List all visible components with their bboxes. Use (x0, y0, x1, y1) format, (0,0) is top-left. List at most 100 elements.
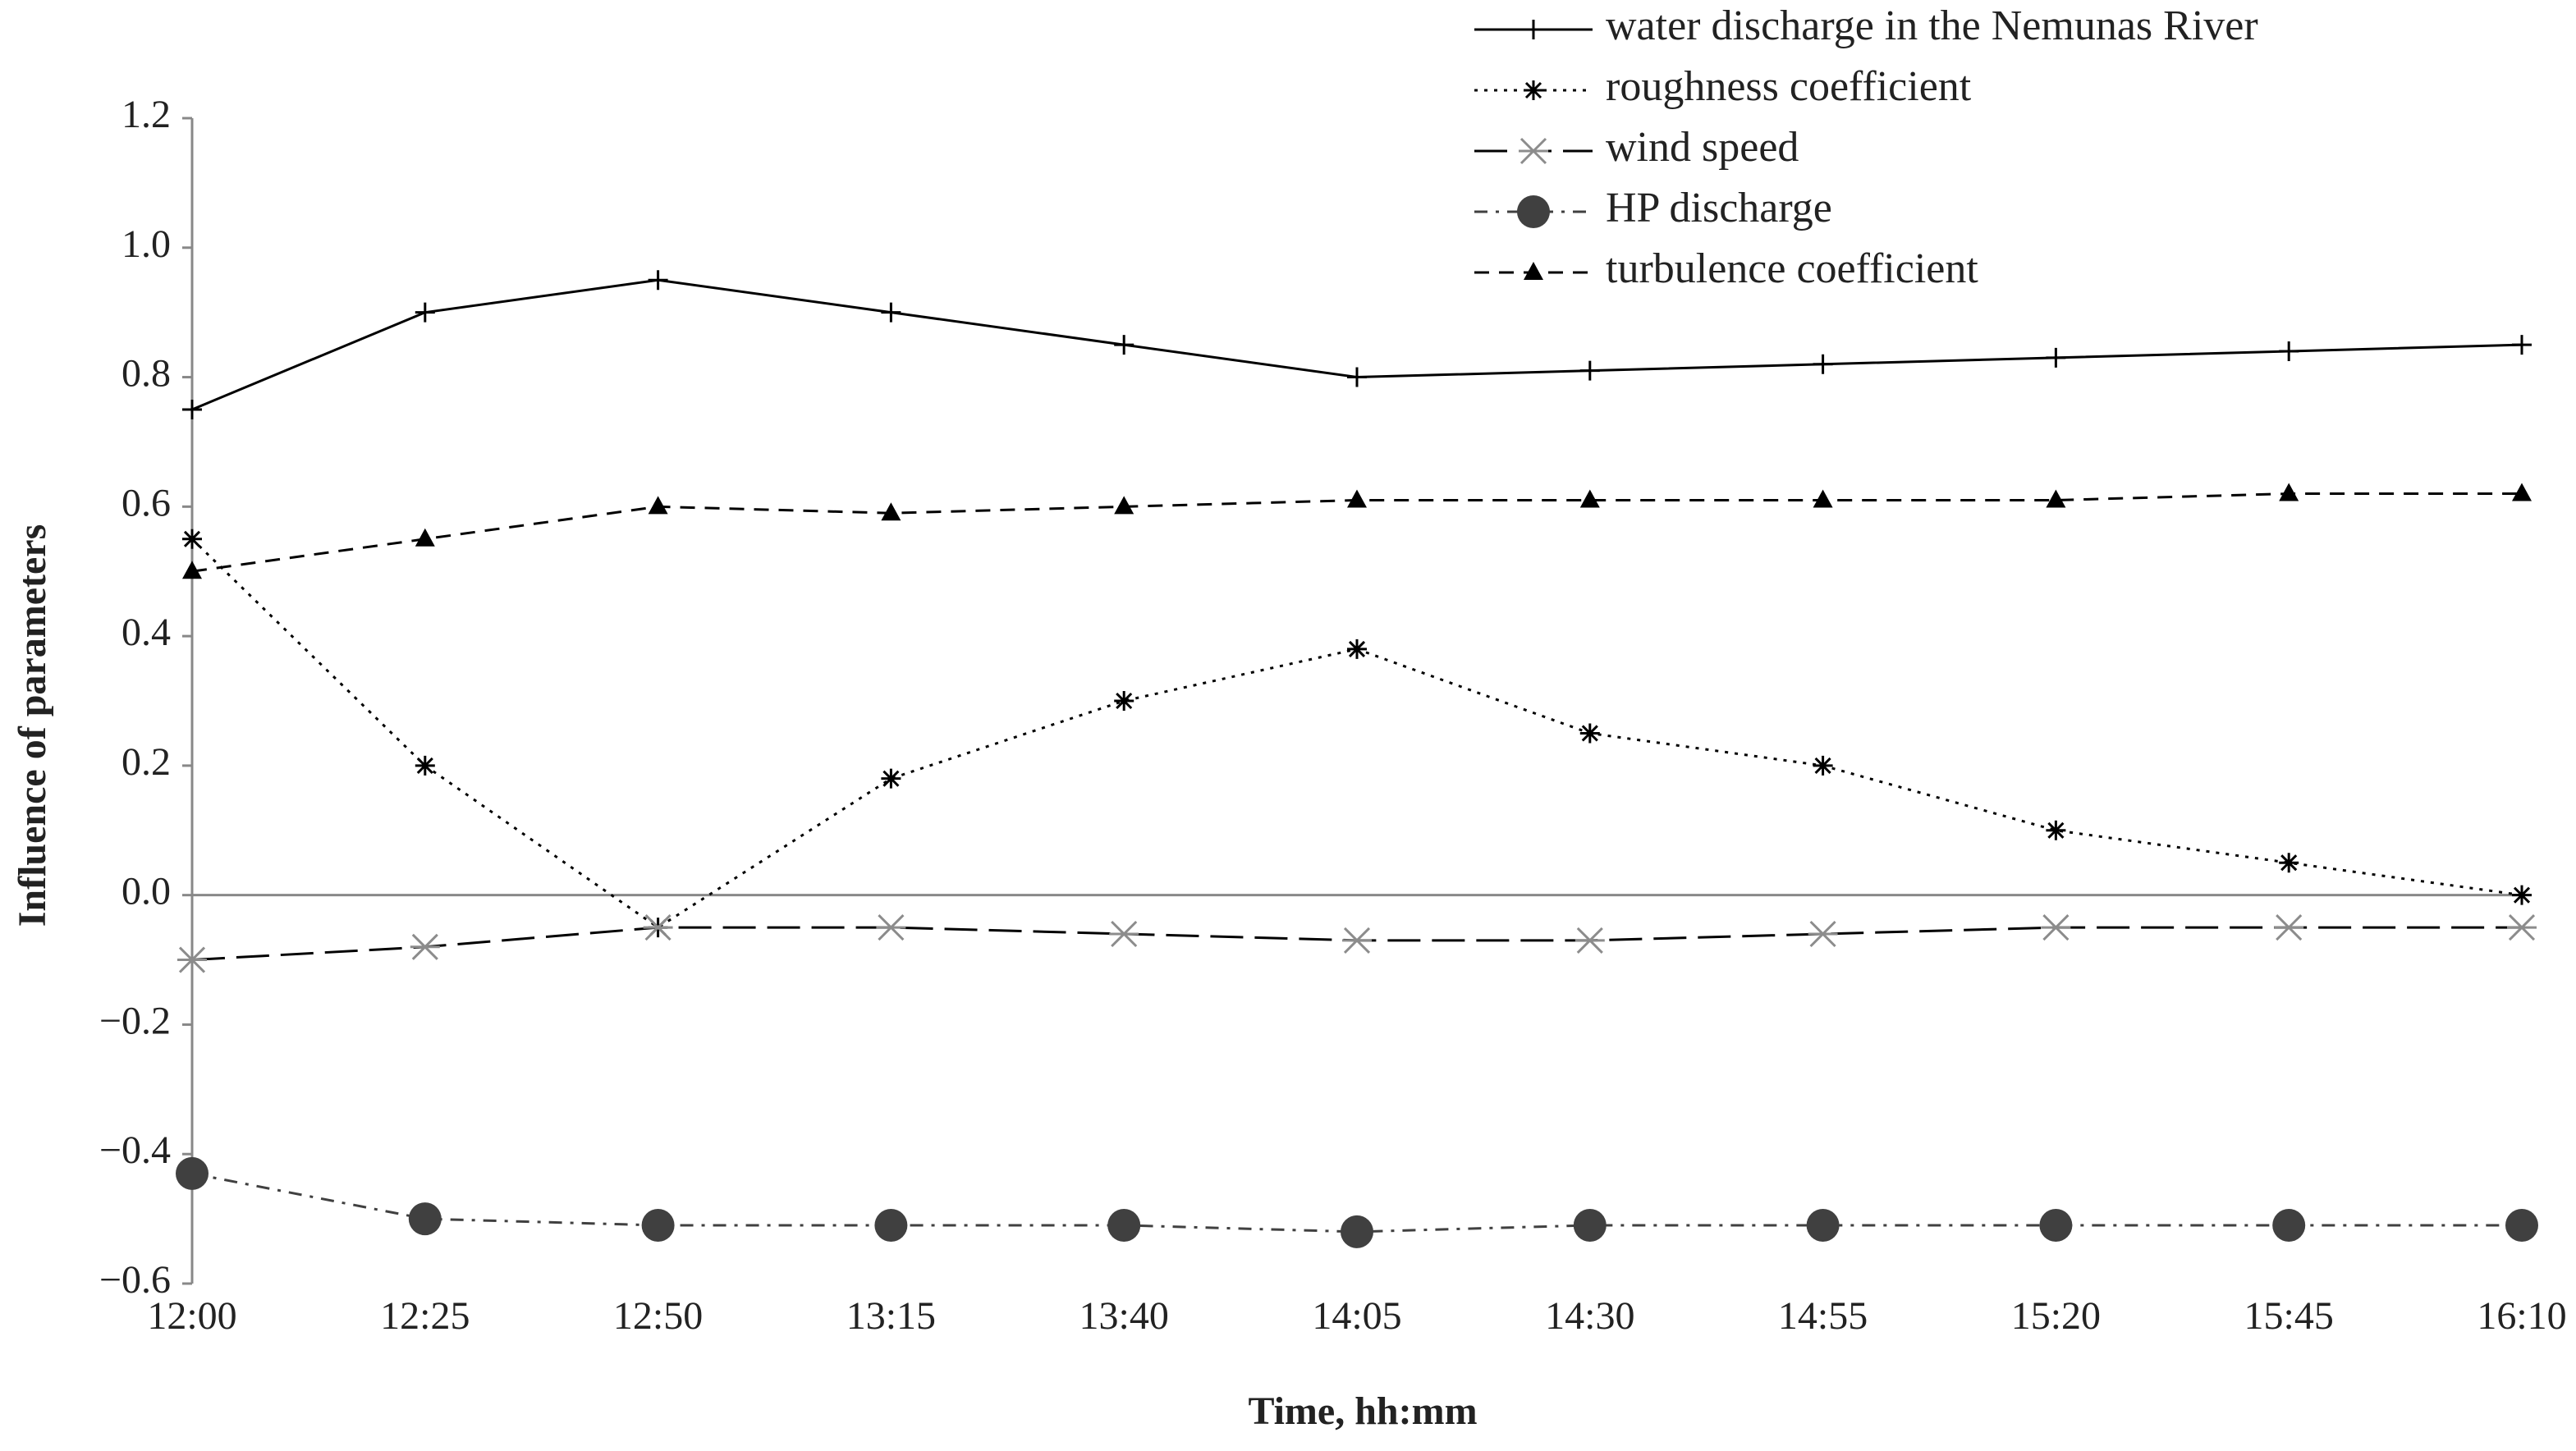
marker (2507, 914, 2537, 941)
marker (1347, 367, 1367, 387)
x-tick-label: 12:25 (380, 1294, 470, 1338)
x-tick-label: 16:10 (2477, 1294, 2566, 1338)
marker-shape (2274, 914, 2304, 941)
marker-shape (2507, 914, 2537, 941)
y-tick-label: 0.6 (121, 481, 171, 524)
marker-shape (2505, 1209, 2538, 1242)
marker (1813, 489, 1833, 508)
y-tick-label: 0.8 (121, 352, 171, 396)
marker (2039, 1209, 2073, 1242)
x-tick-label: 14:05 (1312, 1294, 1401, 1338)
y-tick-label: 0.4 (121, 611, 171, 654)
marker-shape (1347, 367, 1367, 387)
x-tick-label: 14:55 (1778, 1294, 1868, 1338)
marker-shape (177, 946, 207, 973)
marker (177, 946, 207, 973)
marker-shape (2041, 914, 2071, 941)
marker (415, 528, 435, 547)
marker (1524, 20, 1543, 39)
marker (1579, 489, 1600, 508)
marker (1107, 1209, 1141, 1242)
legend-label: turbulence coefficient (1606, 245, 1978, 292)
legend-label: HP discharge (1606, 185, 1832, 231)
marker-shape (1808, 920, 1838, 948)
marker (881, 502, 901, 521)
marker (1519, 137, 1548, 165)
marker-shape (881, 768, 901, 789)
x-tick-label: 12:50 (613, 1294, 703, 1338)
series-line (191, 278, 2523, 411)
marker-shape (1341, 1215, 1373, 1248)
marker-shape (410, 933, 440, 960)
marker (2274, 914, 2304, 941)
marker-shape (2279, 341, 2299, 361)
marker-shape (648, 270, 668, 291)
series-line (190, 538, 2523, 929)
marker-shape (1109, 920, 1139, 948)
marker-shape (2046, 347, 2066, 368)
marker (648, 270, 668, 291)
marker-shape (415, 528, 435, 547)
marker (2279, 341, 2299, 361)
marker (1806, 1209, 1840, 1242)
legend-label: roughness coefficient (1606, 63, 1972, 110)
marker (881, 302, 901, 323)
y-tick-label: 0.2 (121, 740, 171, 784)
marker-shape (1524, 20, 1543, 39)
marker (641, 1209, 675, 1242)
y-tick-label: 0.0 (121, 870, 171, 913)
marker-shape (1524, 80, 1543, 100)
marker (415, 302, 435, 323)
marker-shape (2272, 1209, 2306, 1242)
y-tick-label: 1.0 (121, 222, 171, 266)
marker (648, 496, 668, 515)
marker-shape (2046, 820, 2066, 840)
marker (874, 1209, 908, 1242)
y-axis-title: Influence of parameters (11, 524, 54, 927)
marker-shape (2512, 885, 2532, 905)
marker (1579, 723, 1600, 744)
marker (1574, 927, 1605, 954)
marker (1517, 195, 1550, 228)
marker-shape (874, 1209, 908, 1242)
marker-shape (1813, 755, 1833, 776)
marker (1524, 80, 1543, 100)
marker (1341, 1215, 1373, 1248)
marker (2512, 335, 2532, 355)
marker (2512, 885, 2532, 905)
marker-shape (1347, 489, 1367, 508)
series-line (191, 926, 2522, 962)
marker-shape (1813, 489, 1833, 508)
marker-shape (2046, 489, 2066, 508)
marker (1114, 691, 1134, 711)
y-tick-label: −0.2 (99, 999, 171, 1042)
marker (1114, 496, 1134, 515)
marker (1579, 360, 1600, 381)
marker (1342, 927, 1372, 954)
marker-shape (1573, 1209, 1607, 1242)
marker-shape (1517, 195, 1550, 228)
marker (881, 768, 901, 789)
x-tick-label: 13:40 (1079, 1294, 1169, 1338)
marker (2046, 489, 2066, 508)
x-tick-label: 13:15 (846, 1294, 936, 1338)
marker-shape (182, 529, 202, 549)
marker-shape (2279, 483, 2299, 501)
y-tick-label: −0.6 (99, 1258, 171, 1302)
marker (182, 400, 202, 419)
marker-shape (1579, 360, 1600, 381)
marker (1573, 1209, 1607, 1242)
marker (2046, 347, 2066, 368)
marker-shape (182, 400, 202, 419)
marker (2505, 1209, 2538, 1242)
marker (2046, 820, 2066, 840)
marker (2279, 483, 2299, 501)
marker (2041, 914, 2071, 941)
x-tick-label: 12:00 (147, 1294, 236, 1338)
marker (1808, 920, 1838, 948)
marker-shape (1579, 489, 1600, 508)
marker (1347, 639, 1367, 659)
marker-shape (1107, 1209, 1141, 1242)
